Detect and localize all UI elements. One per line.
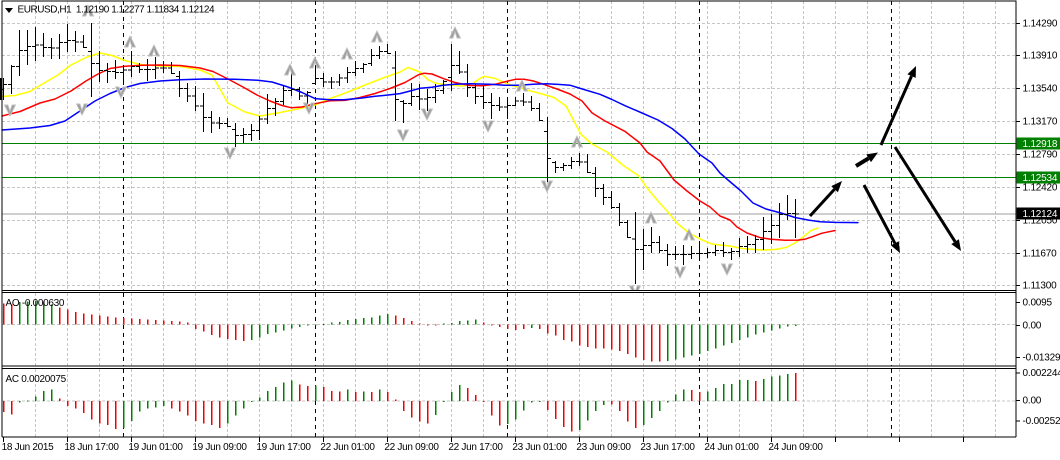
svg-text:22 Jun 09:00: 22 Jun 09:00 [384, 442, 439, 453]
svg-text:0.0022443: 0.0022443 [1023, 368, 1060, 379]
svg-text:1.11670: 1.11670 [1023, 249, 1058, 260]
svg-text:AC 0.0020075: AC 0.0020075 [6, 374, 67, 385]
svg-text:22 Jun 17:00: 22 Jun 17:00 [448, 442, 503, 453]
svg-text:1.13910: 1.13910 [1023, 51, 1058, 62]
svg-text:23 Jun 01:00: 23 Jun 01:00 [512, 442, 567, 453]
svg-text:19 Jun 01:00: 19 Jun 01:00 [128, 442, 183, 453]
svg-text:1.12420: 1.12420 [1023, 183, 1058, 194]
svg-text:19 Jun 09:00: 19 Jun 09:00 [192, 442, 247, 453]
svg-text:1.14290: 1.14290 [1023, 19, 1058, 30]
svg-text:18 Jun 17:00: 18 Jun 17:00 [64, 442, 119, 453]
svg-text:0.00: 0.00 [1023, 396, 1042, 407]
svg-text:23 Jun 09:00: 23 Jun 09:00 [576, 442, 631, 453]
svg-text:1.11300: 1.11300 [1023, 281, 1058, 292]
svg-text:1.12790: 1.12790 [1023, 150, 1058, 161]
svg-text:1.13540: 1.13540 [1023, 84, 1058, 95]
svg-text:1.12534: 1.12534 [1023, 173, 1058, 184]
svg-text:23 Jun 17:00: 23 Jun 17:00 [640, 442, 695, 453]
svg-text:AO -0.000630: AO -0.000630 [6, 298, 65, 309]
svg-text:EURUSD,H1 1.12190 1.12277 1.1: EURUSD,H1 1.12190 1.12277 1.11834 1.1212… [18, 5, 216, 16]
svg-text:0.0095: 0.0095 [1023, 298, 1053, 309]
svg-text:0.00: 0.00 [1023, 321, 1042, 332]
svg-text:1.12918: 1.12918 [1023, 139, 1058, 150]
svg-text:19 Jun 17:00: 19 Jun 17:00 [256, 442, 311, 453]
svg-text:1.12124: 1.12124 [1023, 209, 1058, 220]
svg-text:1.13170: 1.13170 [1023, 117, 1058, 128]
svg-text:22 Jun 01:00: 22 Jun 01:00 [320, 442, 375, 453]
svg-text:-0.013296: -0.013296 [1023, 353, 1060, 364]
svg-text:24 Jun 01:00: 24 Jun 01:00 [704, 442, 759, 453]
svg-text:-0.0025281: -0.0025281 [1023, 416, 1060, 427]
svg-text:24 Jun 09:00: 24 Jun 09:00 [768, 442, 823, 453]
svg-text:18 Jun 2015: 18 Jun 2015 [2, 442, 54, 453]
